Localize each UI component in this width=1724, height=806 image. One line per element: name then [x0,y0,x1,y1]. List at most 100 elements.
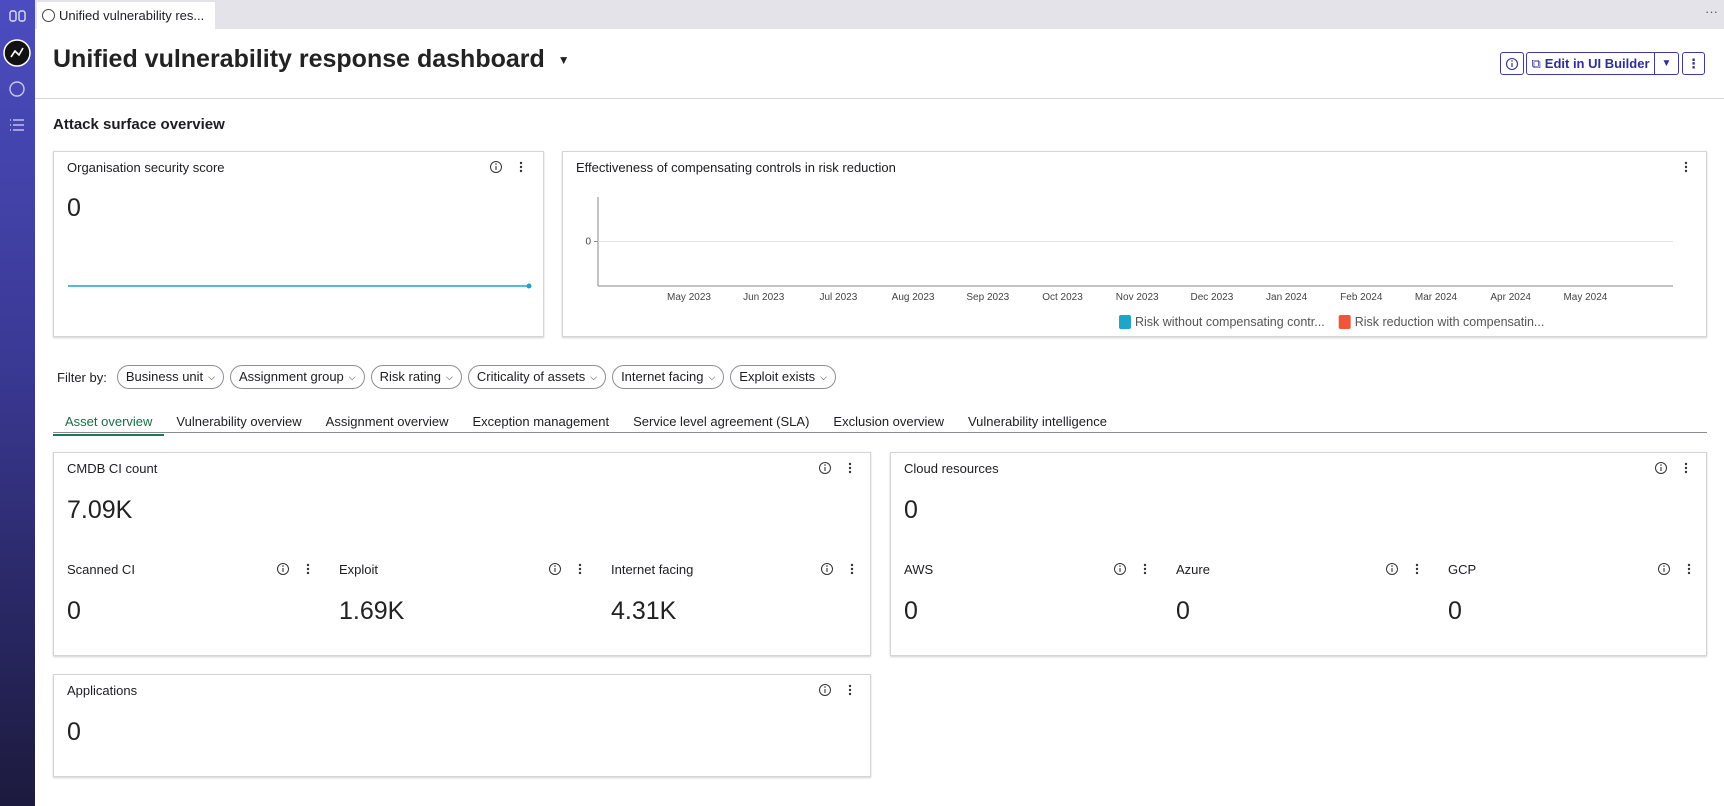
chevron: ⌵ [446,372,453,382]
legend-label[interactable]: Risk without compensating contr... [1135,315,1325,329]
filter-chip-label: Internet facing [621,369,704,384]
sidebar [0,0,35,806]
metric-value: 1.69K [339,597,405,625]
tab-icon [42,9,55,22]
filter-chip[interactable]: Criticality of assets ⌵ [467,365,607,389]
filter-chip[interactable]: Business unit ⌵ [116,365,224,389]
tab-baseline [53,432,1707,433]
more-icon[interactable] [843,461,857,475]
external-icon: ⧉ [1531,55,1541,71]
tab-strip: ··· [35,0,1724,29]
info-icon[interactable] [1113,562,1127,576]
effectiveness-chart: 0 May 2023 Jun 2023 Jul 2023 Aug 2023 Sep 202… [585,197,1673,329]
info-icon[interactable] [818,683,832,697]
dashboard-icon [10,47,24,58]
card-title: Cloud resources [904,461,999,476]
x-tick-label: May 2024 [1563,292,1607,303]
metric-title: Exploit [339,562,379,577]
filter-chip-label: Business unit [125,369,204,384]
legend-swatch[interactable] [1338,315,1351,329]
x-tick-label: Mar 2024 [1415,292,1458,303]
metric-value: 0 [67,597,81,625]
x-tick-label: Sep 2023 [966,292,1009,303]
info-icon[interactable] [1385,562,1399,576]
x-tick-label: Oct 2023 [1042,292,1083,303]
info-icon[interactable] [489,160,503,174]
metric-card: CMDB CI count 7.09K Scanned CI 0 Exploit 1.69… [53,452,871,656]
card-value: 0 [904,496,918,524]
filter-chip[interactable]: Assignment group ⌵ [230,365,365,389]
more-icon[interactable] [1138,562,1152,576]
metric-value: 4.31K [611,597,677,625]
tab[interactable]: Asset overview [53,412,165,436]
x-tick-label: Apr 2024 [1490,292,1531,303]
tab-menu[interactable]: ··· [1705,4,1718,19]
edit-dropdown[interactable]: ▼ [1654,52,1679,75]
metric-title: Internet facing [611,562,694,577]
filter-chip[interactable]: Internet facing ⌵ [612,365,725,389]
title-text: Unified vulnerability response dashboard [53,45,545,73]
info-icon [1505,57,1519,70]
info-icon[interactable] [1657,562,1671,576]
metric-value: 0 [904,597,918,625]
x-tick-label: Jul 2023 [819,292,857,303]
sidebar-icons [3,10,31,131]
edit-label: Edit in UI Builder [1544,56,1650,71]
logo[interactable] [9,10,26,22]
edit-button[interactable]: ⧉ Edit in UI Builder [1526,52,1655,75]
more-icon[interactable] [1682,562,1696,576]
x-tick-label: Dec 2023 [1190,292,1233,303]
filter-chip[interactable]: Risk rating ⌵ [370,365,462,389]
info-icon[interactable] [1654,461,1668,475]
list-nav[interactable] [10,119,24,131]
filter-chip-label: Risk rating [379,369,442,384]
metric-title: Azure [1176,562,1210,577]
x-tick-label: May 2023 [667,292,711,303]
more-icon[interactable] [845,562,859,576]
more-icon[interactable] [1410,562,1424,576]
legend-label[interactable]: Risk reduction with compensatin... [1355,315,1545,329]
tab[interactable]: Assignment overview [325,414,449,429]
card-value: 7.09K [67,496,133,524]
card-title: Applications [67,683,138,698]
more-icon[interactable] [843,683,857,697]
metric-title: Scanned CI [67,562,135,577]
filter-chip[interactable]: Exploit exists ⌵ [730,365,836,389]
chevron: ⌵ [590,372,598,382]
tab[interactable]: Exclusion overview [833,414,944,429]
divider [35,98,1724,99]
tab[interactable]: Service level agreement (SLA) [633,414,810,429]
compass-nav[interactable] [9,81,25,97]
browser-tab[interactable]: Unified vulnerability res... [37,2,215,29]
card-title: CMDB CI count [67,461,158,476]
legend-swatch[interactable] [1119,315,1131,329]
more-icon[interactable] [573,562,587,576]
sparkline [68,283,532,289]
chevron: ⌵ [348,372,356,382]
tab[interactable]: Exception management [472,414,610,429]
info-icon[interactable] [548,562,562,576]
metric-card: Applications 0 [53,674,871,777]
info-button[interactable] [1500,52,1524,75]
x-tick-label: Aug 2023 [892,292,935,303]
header-more[interactable]: ⋮ [1682,52,1705,75]
more-icon[interactable] [1679,160,1693,174]
title-dropdown[interactable]: ▼ [557,53,570,68]
chevron: ⌵ [820,372,827,382]
metric-title: GCP [1448,562,1477,577]
tab[interactable]: Vulnerability overview [176,414,302,429]
info-icon[interactable] [820,562,834,576]
filter-chip-label: Assignment group [239,369,344,384]
card-title: Effectiveness of compensating controls i… [576,160,896,175]
more-icon[interactable] [514,160,528,174]
info-icon[interactable] [276,562,290,576]
info-icon[interactable] [818,461,832,475]
more-icon[interactable] [1679,461,1693,475]
metric-title: AWS [904,562,934,577]
tab[interactable]: Vulnerability intelligence [967,414,1107,429]
more-icon[interactable] [301,562,315,576]
x-tick-label: Jan 2024 [1266,292,1308,303]
y-tick-label: 0 [585,237,591,248]
score-card: Organisation security score 0 [53,151,544,337]
